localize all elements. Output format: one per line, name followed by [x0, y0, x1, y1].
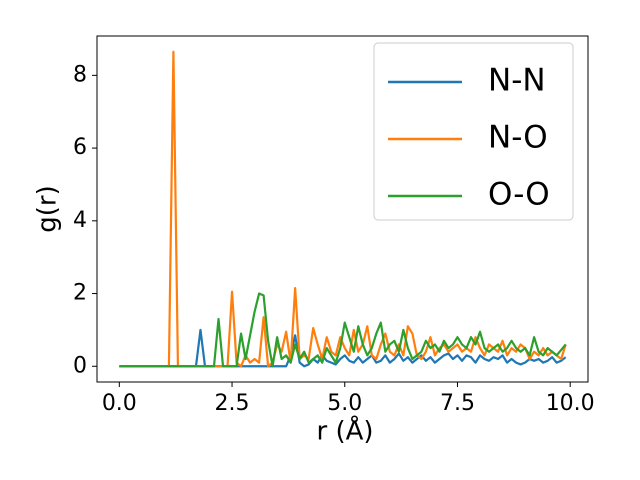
y-tick-label: 8: [73, 62, 87, 87]
x-tick-label: 0.0: [102, 391, 137, 416]
y-tick-label: 6: [73, 135, 87, 160]
y-tick-label: 2: [73, 281, 87, 306]
axes-frame: [96, 35, 589, 383]
x-tick-label: 7.5: [440, 391, 475, 416]
legend-label: N-N: [488, 63, 546, 99]
series-line: [119, 292, 567, 368]
legend-label: O-O: [488, 177, 550, 213]
x-tick-label: 2.5: [215, 391, 250, 416]
legend-box: [373, 42, 574, 221]
x-tick-label: 10.0: [546, 391, 595, 416]
y-axis-label: g(r): [33, 185, 63, 232]
y-tick-label: 0: [73, 353, 87, 378]
legend-label: N-O: [488, 120, 548, 156]
x-axis-label: r (Å): [316, 415, 373, 447]
y-tick-label: 4: [73, 208, 87, 233]
x-tick-label: 5.0: [327, 391, 362, 416]
